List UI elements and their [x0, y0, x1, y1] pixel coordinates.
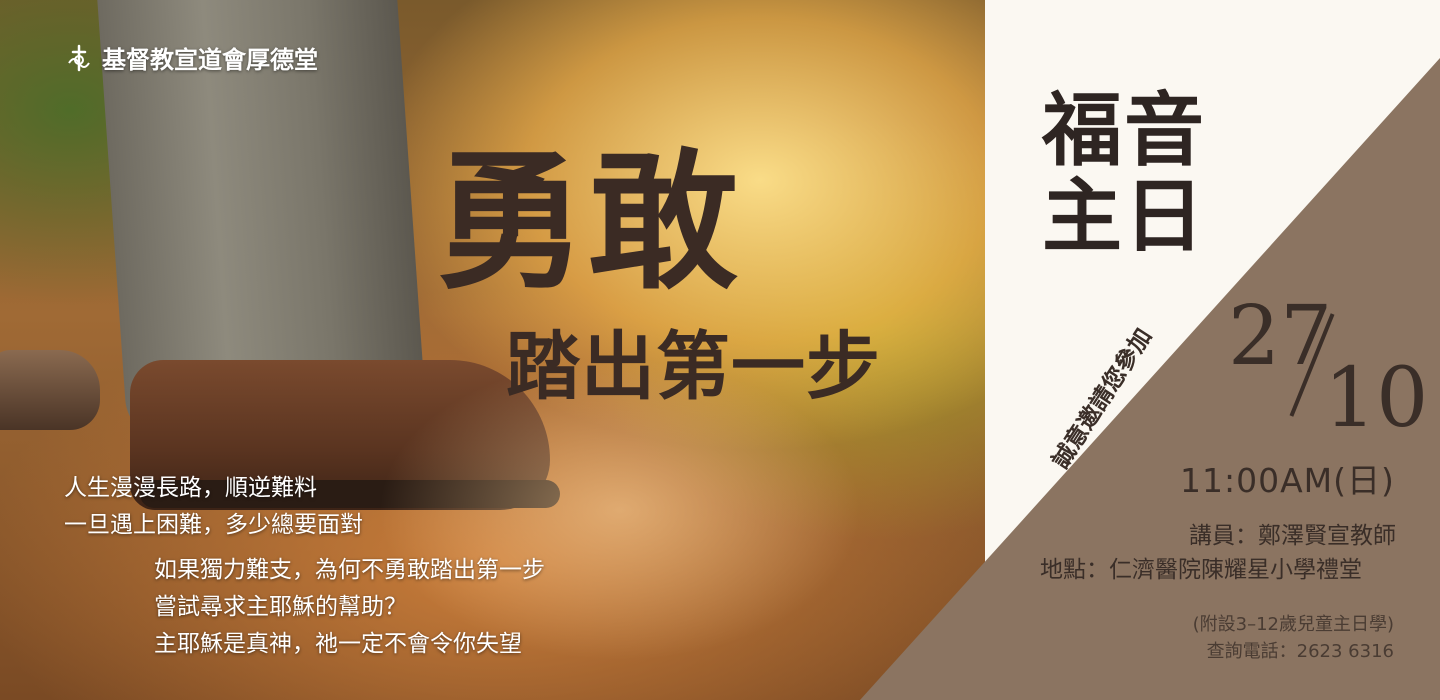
church-name: 基督教宣道會厚德堂	[102, 46, 318, 74]
event-speaker: 講員：鄭澤賢宣教師	[1189, 523, 1396, 549]
church-cross-logo-icon	[68, 44, 90, 71]
date-day: 27	[1228, 289, 1333, 384]
event-title-line: 主日	[1042, 170, 1206, 263]
enquiry-phone: 查詢電話：2623 6316	[1206, 641, 1394, 662]
church-header: 基督教宣道會厚德堂	[64, 40, 318, 75]
headline-sub: 踏出第一步	[506, 324, 881, 410]
message-line: 主耶穌是真神，祂一定不會令你失望	[154, 631, 522, 657]
dust-cloud	[380, 360, 860, 660]
event-title: 福音 主日	[1042, 88, 1222, 260]
headline-main: 勇敢	[436, 136, 741, 310]
event-title-line: 福音	[1042, 84, 1206, 177]
hiking-boot-photo	[0, 0, 985, 700]
second-boot	[0, 350, 100, 430]
event-venue: 地點：仁濟醫院陳耀星小學禮堂	[1040, 557, 1362, 583]
date-month: 10	[1324, 351, 1429, 446]
message-line: 如果獨力難支，為何不勇敢踏出第一步	[154, 557, 545, 583]
message-line: 嘗試尋求主耶穌的幫助？	[154, 594, 407, 620]
sunday-school-note: (附設3–12歲兒童主日學)	[1192, 614, 1394, 635]
intro-line: 人生漫漫長路，順逆難料	[64, 475, 317, 501]
brown-triangle	[860, 58, 1440, 700]
event-time: 11:00AM(日)	[1180, 461, 1395, 500]
intro-line: 一旦遇上困難，多少總要面對	[64, 512, 363, 538]
